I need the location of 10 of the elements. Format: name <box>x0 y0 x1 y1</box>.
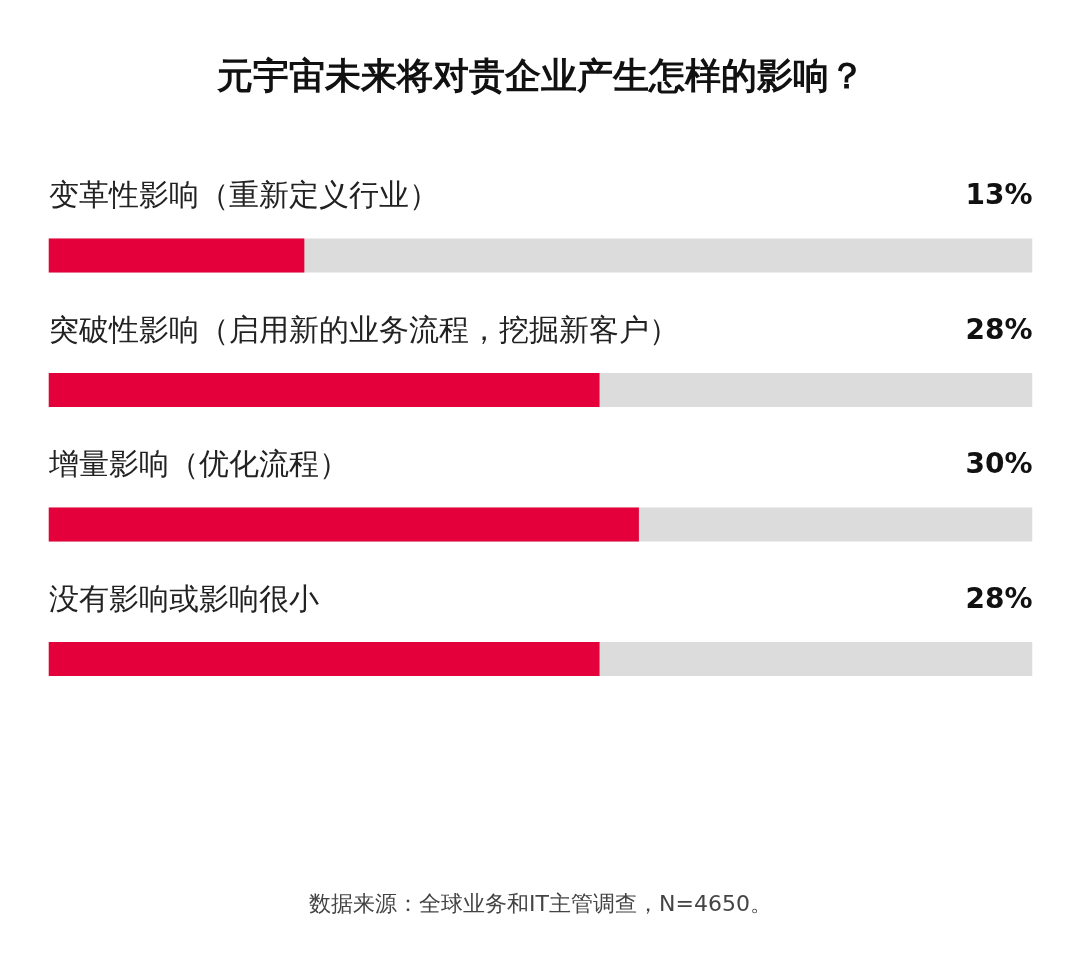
y-tick-label: 变革性影响（重新定义行业） <box>48 177 439 212</box>
data-label: 28% <box>965 312 1033 346</box>
y-tick-label: 突破性影响（启用新的业务流程，挖掘新客户） <box>48 311 679 347</box>
y-tick-label: 没有影响或影响很小 <box>48 580 319 616</box>
source-note: 数据来源：全球业务和IT主管调查，N=4650。 <box>309 891 772 916</box>
data-label: 13% <box>965 178 1033 211</box>
data-label: 30% <box>965 447 1033 480</box>
data-label: 28% <box>965 581 1033 615</box>
chart-title: 元宇宙未来将对贵企业产生怎样的影响？ <box>215 55 865 96</box>
y-tick-label: 增量影响（优化流程） <box>47 446 349 481</box>
